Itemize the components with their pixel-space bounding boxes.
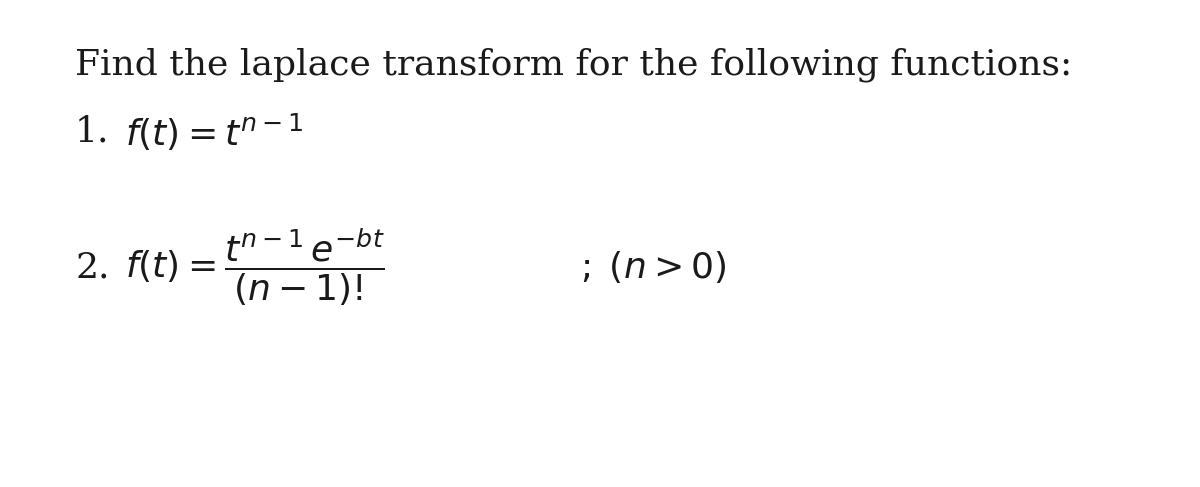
Text: $;\; (n > 0)$: $;\; (n > 0)$ — [580, 249, 726, 285]
Text: $f(t) = \dfrac{t^{n-1}\, e^{-bt}}{(n-1)!}$: $f(t) = \dfrac{t^{n-1}\, e^{-bt}}{(n-1)!… — [125, 226, 385, 308]
Text: Find the laplace transform for the following functions:: Find the laplace transform for the follo… — [74, 48, 1073, 82]
Text: 2.: 2. — [74, 250, 109, 284]
Text: $f(t) = t^{n-1}$: $f(t) = t^{n-1}$ — [125, 112, 304, 152]
Text: 1.: 1. — [74, 115, 109, 149]
